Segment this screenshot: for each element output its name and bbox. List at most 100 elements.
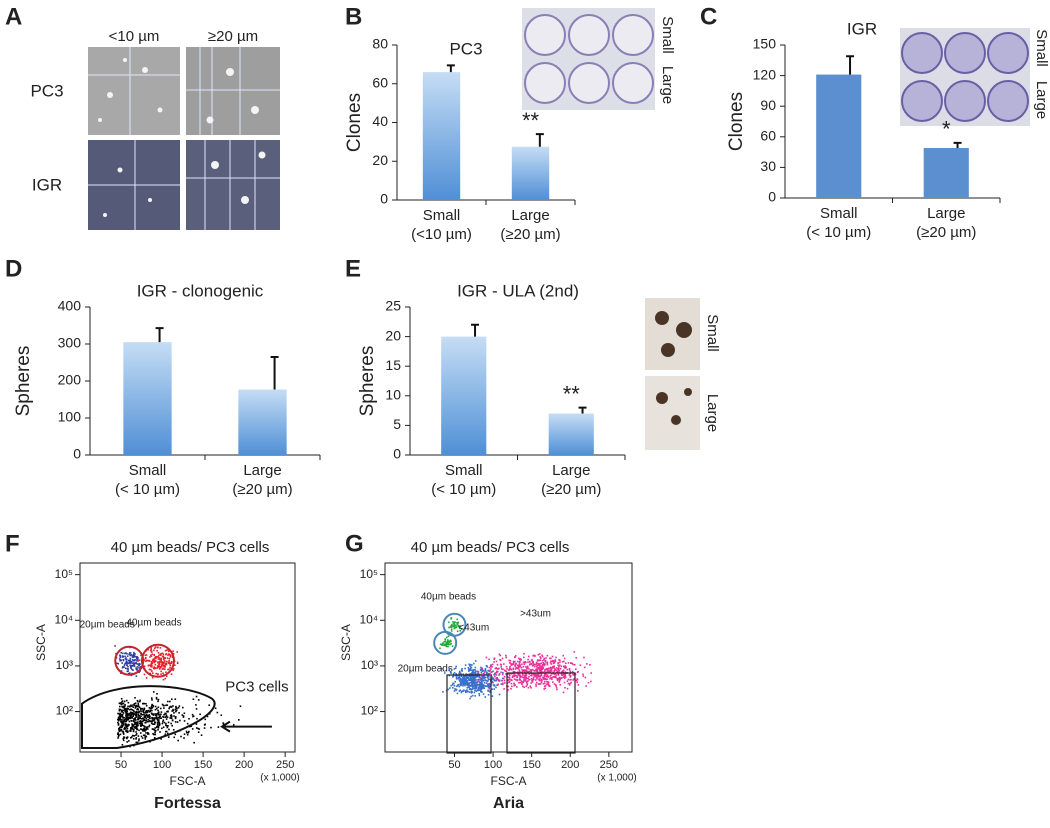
event-dot — [520, 666, 523, 669]
event-dot — [535, 683, 537, 686]
event-dot — [171, 710, 173, 712]
event-dot — [122, 737, 125, 740]
event-dot — [139, 721, 142, 724]
event-dot — [522, 676, 525, 679]
event-dot — [547, 682, 549, 685]
event-dot — [464, 683, 466, 685]
event-dot — [135, 661, 137, 664]
event-dot — [496, 663, 499, 666]
event-dot — [130, 727, 133, 730]
event-dot — [137, 660, 139, 662]
event-dot — [530, 678, 533, 680]
event-dot — [470, 680, 473, 683]
event-dot — [477, 689, 480, 692]
event-dot — [449, 639, 452, 642]
event-dot — [552, 681, 554, 683]
event-dot — [540, 657, 542, 659]
event-dot — [474, 666, 477, 669]
event-dot — [475, 687, 478, 689]
event-dot — [127, 668, 129, 670]
event-dot — [222, 723, 225, 725]
event-dot — [495, 667, 498, 669]
y-tick-label: 90 — [760, 97, 776, 113]
event-dot — [530, 682, 532, 684]
event-dot — [468, 664, 471, 667]
event-dot — [569, 670, 572, 673]
event-dot — [465, 681, 468, 684]
event-dot — [453, 623, 456, 626]
event-dot — [563, 681, 566, 684]
x-tick-label: 150 — [522, 759, 540, 771]
event-dot — [198, 728, 201, 730]
event-dot — [551, 678, 553, 681]
event-dot — [135, 734, 137, 736]
event-dot — [560, 677, 563, 679]
y-tick-label: 25 — [385, 298, 401, 314]
gate — [140, 643, 175, 678]
event-dot — [447, 635, 450, 638]
event-dot — [122, 716, 125, 719]
bar — [422, 72, 461, 200]
event-dot — [487, 690, 490, 692]
event-dot — [558, 669, 561, 672]
event-dot — [153, 661, 156, 664]
event-dot — [548, 671, 550, 674]
event-dot — [464, 691, 467, 693]
event-dot — [177, 739, 179, 742]
event-dot — [136, 722, 138, 725]
event-dot — [543, 680, 546, 683]
bar — [123, 342, 172, 455]
event-dot — [135, 731, 137, 733]
y-tick-label: 100 — [58, 409, 82, 425]
event-dot — [175, 710, 177, 713]
event-dot — [473, 680, 476, 683]
event-dot — [449, 626, 452, 628]
event-dot — [168, 661, 170, 664]
event-dot — [124, 652, 126, 655]
inset-label: Small — [704, 314, 721, 352]
x-tick-label: 200 — [561, 759, 579, 771]
event-dot — [481, 691, 483, 693]
event-dot — [472, 685, 475, 687]
event-dot — [543, 688, 545, 690]
event-dot — [453, 685, 456, 687]
event-dot — [576, 678, 579, 681]
event-dot — [176, 662, 179, 665]
event-dot — [129, 660, 131, 663]
event-dot — [187, 731, 190, 734]
event-dot — [169, 715, 172, 717]
x-axis-unit: (x 1,000) — [597, 773, 636, 784]
event-dot — [510, 668, 513, 671]
event-dot — [445, 644, 447, 646]
panel-letter: A — [5, 3, 22, 30]
event-dot — [119, 708, 122, 711]
event-dot — [509, 659, 512, 662]
event-dot — [544, 668, 546, 671]
event-dot — [513, 684, 516, 687]
event-dot — [471, 685, 473, 687]
event-dot — [543, 675, 546, 677]
x-tick-sublabel: (<10 µm) — [411, 226, 472, 243]
event-dot — [124, 658, 127, 660]
event-dot — [175, 705, 177, 708]
event-dot — [524, 661, 527, 663]
event-dot — [455, 688, 458, 691]
event-dot — [498, 679, 501, 682]
event-dot — [157, 651, 160, 654]
event-dot — [454, 680, 457, 683]
event-dot — [556, 688, 558, 691]
y-tick-label: 120 — [753, 66, 777, 82]
event-dot — [156, 667, 158, 669]
event-dot — [512, 660, 515, 663]
event-dot — [132, 737, 135, 740]
event-dot — [134, 705, 137, 708]
event-dot — [542, 671, 544, 674]
event-dot — [464, 690, 467, 692]
event-dot — [151, 703, 154, 706]
event-dot — [460, 675, 462, 678]
event-dot — [549, 675, 552, 677]
x-tick-label: Large — [243, 462, 281, 479]
event-dot — [485, 656, 488, 659]
event-dot — [134, 653, 136, 655]
event-dot — [528, 678, 531, 681]
